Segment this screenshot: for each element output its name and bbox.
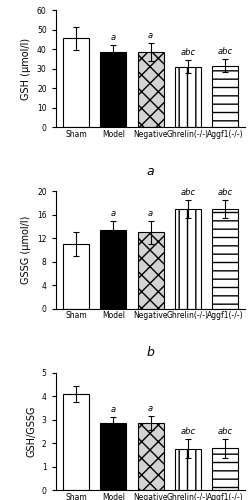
Bar (137, 52, 163, 127)
Text: a: a (147, 404, 152, 412)
Text: a: a (146, 164, 154, 177)
Text: abc: abc (179, 427, 195, 436)
Bar (211, 66, 237, 127)
Text: abc: abc (216, 47, 232, 56)
Bar (137, 232, 163, 308)
Bar (137, 422, 163, 490)
Text: abc: abc (179, 48, 195, 57)
Bar (211, 448, 237, 490)
Bar (63, 38, 89, 127)
Text: b: b (146, 346, 154, 359)
Bar (174, 209, 200, 308)
Y-axis label: GSH/GSSG: GSH/GSSG (26, 406, 36, 457)
Text: abc: abc (216, 188, 232, 198)
Bar (174, 66, 200, 127)
Text: a: a (110, 209, 115, 218)
Bar (174, 448, 200, 490)
Text: a: a (147, 209, 152, 218)
Text: a: a (110, 405, 115, 414)
Y-axis label: GSSG (μmol/l): GSSG (μmol/l) (21, 216, 31, 284)
Bar (100, 230, 126, 308)
Y-axis label: GSH (μmol/l): GSH (μmol/l) (21, 38, 31, 100)
Bar (211, 209, 237, 308)
Bar (100, 52, 126, 127)
Bar (100, 424, 126, 490)
Text: a: a (110, 33, 115, 42)
Text: abc: abc (179, 188, 195, 198)
Bar (63, 394, 89, 490)
Bar (63, 244, 89, 308)
Text: a: a (147, 31, 152, 40)
Text: abc: abc (216, 427, 232, 436)
